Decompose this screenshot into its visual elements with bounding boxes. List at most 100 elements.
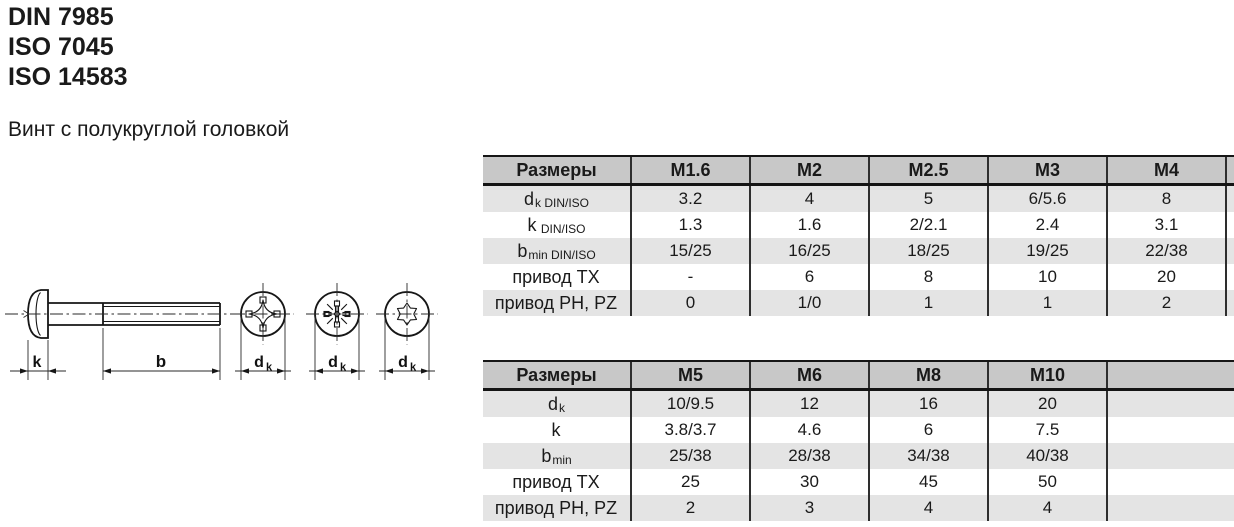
empty-trailing-cell: [1225, 264, 1234, 290]
dimensions-table-m5-m10: Размеры M5 M6 M8 M10 d k 10/9.5 12 16 20 k 3.8/3.7 4.…: [483, 360, 1234, 521]
dim-label-dk-base: d: [254, 354, 264, 371]
torx-recess-view: d k: [376, 283, 438, 380]
row-label: привод TX: [483, 469, 630, 495]
row-label-subscript: k: [559, 401, 565, 415]
size-column-header: M8: [868, 362, 987, 388]
value-cell: 6/5.6: [987, 186, 1106, 212]
value-cell: 20: [987, 391, 1106, 417]
value-cell: 40/38: [987, 443, 1106, 469]
value-cell: 1.3: [630, 212, 749, 238]
row-label-subscript: min: [552, 453, 572, 467]
dim-label-dk-sub: k: [266, 362, 273, 374]
row-label-base: d: [523, 188, 534, 209]
value-cell: 45: [868, 469, 987, 495]
row-label: b min: [483, 443, 630, 469]
empty-trailing-cell: [1225, 186, 1234, 212]
value-cell: 20: [1106, 264, 1225, 290]
empty-trailing-cell: [1225, 290, 1234, 316]
dimension-dk-phillips: d k: [235, 316, 291, 380]
empty-trailing-cell: [1225, 238, 1234, 264]
value-cell: 1: [868, 290, 987, 316]
empty-trailing-cell: [1106, 495, 1234, 521]
row-label-base: привод TX: [512, 266, 600, 287]
value-cell: 16/25: [749, 238, 868, 264]
value-cell: 10: [987, 264, 1106, 290]
value-cell: 0: [630, 290, 749, 316]
row-label: k DIN/ISO: [483, 212, 630, 238]
value-cell: 2.4: [987, 212, 1106, 238]
row-label: привод TX: [483, 264, 630, 290]
value-cell: 28/38: [749, 443, 868, 469]
table-row: b min DIN/ISO 15/25 16/25 18/25 19/25 22/38: [483, 238, 1234, 264]
row-label-base: привод PH, PZ: [494, 497, 618, 518]
value-cell: 3.2: [630, 186, 749, 212]
value-cell: 2: [1106, 290, 1225, 316]
value-cell: 50: [987, 469, 1106, 495]
pozidriv-recess-view: d k: [306, 283, 368, 380]
standard-iso-7045: ISO 7045: [8, 33, 114, 61]
value-cell: 7.5: [987, 417, 1106, 443]
row-label: привод PH, PZ: [483, 290, 630, 316]
row-label-subscript: min DIN/ISO: [528, 248, 596, 262]
value-cell: 6: [868, 417, 987, 443]
standard-iso-14583: ISO 14583: [8, 63, 128, 91]
value-cell: 25/38: [630, 443, 749, 469]
value-cell: 22/38: [1106, 238, 1225, 264]
value-cell: 12: [749, 391, 868, 417]
value-cell: 3: [749, 495, 868, 521]
row-label-base: b: [517, 240, 528, 261]
dim-label-dk-base: d: [328, 354, 338, 371]
size-column-header: M1.6: [630, 157, 749, 183]
value-cell: 16: [868, 391, 987, 417]
empty-trailing-cell: [1106, 391, 1234, 417]
value-cell: 1: [987, 290, 1106, 316]
value-cell: 8: [868, 264, 987, 290]
value-cell: 2: [630, 495, 749, 521]
table-row: привод PH, PZ 0 1/0 1 1 2: [483, 290, 1234, 316]
row-label-base: k: [527, 214, 537, 235]
value-cell: 30: [749, 469, 868, 495]
value-cell: 34/38: [868, 443, 987, 469]
table-row: d k 10/9.5 12 16 20: [483, 391, 1234, 417]
screw-technical-drawing: k b: [5, 283, 438, 380]
dimensions-table-m1.6-m4: Размеры M1.6 M2 M2.5 M3 M4 d k DIN/ISO 3.2 4 5 6/5.…: [483, 155, 1234, 316]
table-header-row: Размеры M5 M6 M8 M10: [483, 362, 1234, 391]
table-row: привод TX -6 8 10 20: [483, 264, 1234, 290]
row-label-base: привод TX: [512, 471, 600, 492]
value-cell: 25: [630, 469, 749, 495]
row-label: b min DIN/ISO: [483, 238, 630, 264]
value-cell: 4: [987, 495, 1106, 521]
standard-din-7985: DIN 7985: [8, 3, 114, 31]
dim-label-dk-sub: k: [340, 362, 347, 374]
row-label: привод PH, PZ: [483, 495, 630, 521]
dim-label-k: k: [33, 354, 42, 371]
value-cell: -: [630, 264, 749, 290]
value-cell: 3.1: [1106, 212, 1225, 238]
value-cell: 2/2.1: [868, 212, 987, 238]
empty-trailing-cell: [1225, 157, 1234, 183]
row-label-subscript: k DIN/ISO: [535, 196, 590, 210]
product-name: Винт с полукруглой головкой: [8, 118, 290, 141]
value-cell: 3.8/3.7: [630, 417, 749, 443]
size-column-header: M5: [630, 362, 749, 388]
value-cell: 1.6: [749, 212, 868, 238]
value-cell: 15/25: [630, 238, 749, 264]
empty-trailing-cell: [1106, 362, 1234, 388]
value-cell: 10/9.5: [630, 391, 749, 417]
empty-trailing-cell: [1106, 443, 1234, 469]
corner-header-cell: Размеры: [516, 364, 597, 385]
screw-side-view: k b: [5, 289, 233, 380]
row-label-subscript: DIN/ISO: [537, 222, 586, 236]
dim-label-b: b: [156, 352, 166, 371]
empty-trailing-cell: [1106, 469, 1234, 495]
row-label-base: d: [547, 393, 558, 414]
value-cell: 4: [749, 186, 868, 212]
value-cell: 4: [868, 495, 987, 521]
size-column-header: M2: [749, 157, 868, 183]
table-row: k 3.8/3.7 4.6 6 7.5: [483, 417, 1234, 443]
dimension-k: k: [10, 340, 66, 380]
